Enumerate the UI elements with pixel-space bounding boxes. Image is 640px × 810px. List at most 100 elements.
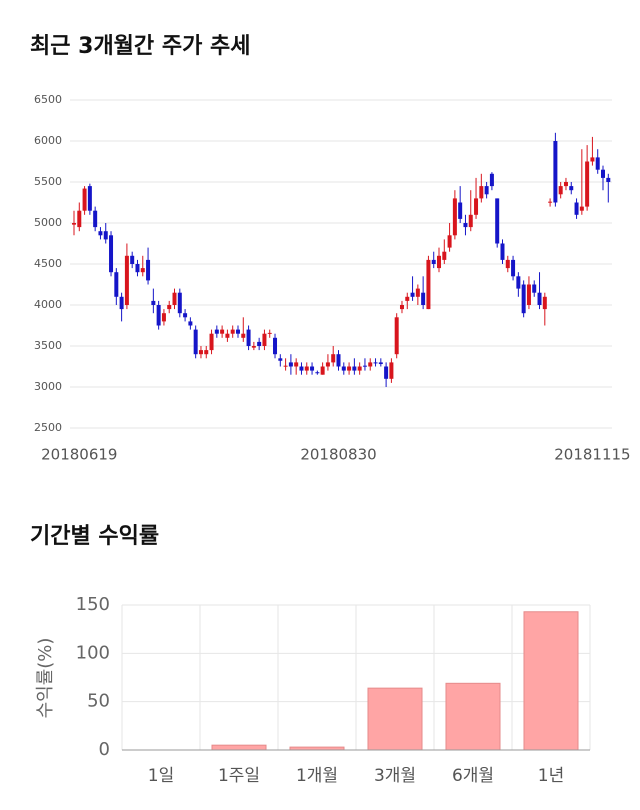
candle-body [119, 296, 124, 310]
candle-body [87, 186, 92, 211]
candle-body [495, 198, 500, 244]
candle-body [130, 255, 135, 264]
bar [211, 744, 267, 751]
chart-title: 기간별 수익률 [30, 524, 159, 549]
candle-body [489, 173, 494, 187]
candle-body [357, 366, 362, 371]
candle-body [93, 210, 98, 228]
candle-body [579, 206, 584, 211]
y-tick-label: 3500 [34, 339, 62, 352]
candle-body [246, 329, 251, 346]
candle-body [72, 223, 76, 225]
candle-body [267, 332, 272, 334]
candle-body [558, 186, 563, 195]
candle-body [299, 366, 304, 371]
candle-body [421, 292, 426, 305]
x-tick-label: 3개월 [374, 766, 416, 786]
y-tick-label: 150 [76, 594, 110, 615]
candle-body [474, 198, 479, 215]
candle-body [442, 251, 447, 260]
candle-body [336, 354, 341, 367]
candle-body [151, 300, 156, 305]
candle-body [320, 366, 325, 375]
candle-body [124, 255, 129, 305]
y-tick-label: 100 [76, 642, 110, 663]
candle-body [569, 186, 574, 191]
y-tick-label: 6000 [34, 134, 62, 147]
x-tick-label: 20180830 [300, 446, 376, 464]
candle-body [548, 201, 553, 203]
candle-body [331, 354, 336, 363]
candle-body [146, 259, 151, 281]
candle-body [214, 329, 219, 334]
candle-body [257, 341, 262, 346]
bar [445, 682, 501, 751]
candle-body [399, 305, 404, 310]
candle-body [601, 169, 605, 178]
candle-body [262, 333, 267, 346]
candle-body [235, 329, 240, 334]
y-tick-label: 2500 [34, 421, 62, 434]
candle-body [278, 358, 283, 361]
candle-body [479, 186, 484, 199]
x-tick-label: 1개월 [296, 766, 338, 786]
y-tick-label: 5500 [34, 175, 62, 188]
candle-body [452, 198, 457, 236]
candle-body [82, 188, 87, 211]
candle-body [177, 292, 182, 314]
candle-body [542, 296, 547, 310]
y-tick-label: 3000 [34, 380, 62, 393]
candle-body [484, 186, 489, 195]
candle-body [198, 350, 203, 355]
x-tick-label: 1주일 [218, 766, 260, 786]
candle-body [373, 362, 378, 364]
candle-body [384, 366, 389, 379]
candle-body [273, 337, 278, 355]
candle-body [590, 157, 595, 162]
x-tick-label: 20180619 [41, 446, 117, 464]
candle-body [463, 223, 468, 228]
candle-body [468, 214, 473, 228]
candle-body [183, 313, 188, 318]
x-tick-label: 6개월 [452, 766, 494, 786]
candle-body [109, 235, 114, 273]
y-tick-label: 6500 [34, 93, 62, 106]
candle-body [362, 365, 367, 367]
x-tick-label: 20181115 [554, 446, 630, 464]
bar [523, 611, 579, 751]
candle-body [574, 202, 579, 215]
candle-body [135, 264, 140, 273]
candle-body [241, 333, 246, 338]
candle-body [188, 321, 193, 326]
candle-body [606, 177, 611, 182]
x-tick-label: 1년 [538, 766, 564, 786]
candle-body [368, 362, 373, 367]
candle-body [537, 292, 542, 305]
candle-body [209, 333, 214, 351]
candle-body [140, 268, 145, 273]
y-tick-label: 4500 [34, 257, 62, 270]
bar [367, 687, 423, 751]
candle-body [352, 366, 357, 371]
candle-body [167, 305, 172, 310]
candle-body [415, 288, 420, 297]
candle-body [447, 235, 452, 248]
y-axis-label: 수익률(%) [35, 638, 56, 719]
candle-body [405, 296, 410, 301]
candle-body [315, 372, 320, 374]
candle-body [156, 305, 161, 326]
candle-body [458, 202, 463, 219]
candle-body [98, 231, 103, 236]
y-tick-label: 0 [99, 739, 110, 760]
candle-body [103, 231, 108, 240]
candle-body [310, 366, 315, 371]
candle-body [585, 161, 590, 207]
candle-body [172, 292, 177, 305]
candle-body [553, 141, 558, 203]
candle-body [505, 259, 510, 269]
candle-body [563, 182, 568, 187]
candle-body [77, 210, 82, 228]
candle-body [288, 362, 293, 367]
y-tick-label: 50 [87, 691, 110, 712]
